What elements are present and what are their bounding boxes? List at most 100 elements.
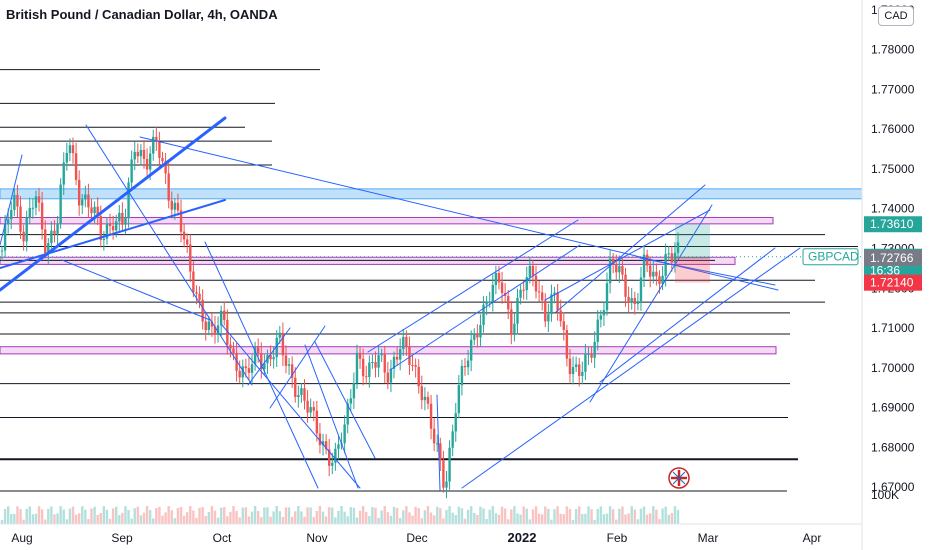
candle-body	[491, 284, 494, 302]
candle-body	[624, 274, 627, 297]
trendlines[interactable]	[0, 116, 801, 491]
volume-bar	[331, 507, 334, 524]
candle-body	[226, 320, 229, 345]
volume-bar	[201, 507, 204, 524]
volume-bar	[297, 506, 300, 524]
volume-bar	[448, 506, 451, 524]
volume-bar	[645, 514, 649, 524]
candle-body	[531, 265, 535, 276]
candle-body	[365, 376, 368, 378]
candle-body	[497, 272, 501, 283]
position-tool[interactable]	[675, 224, 710, 283]
candle-body	[664, 253, 667, 276]
trendline	[461, 247, 801, 489]
candle-body	[485, 301, 488, 305]
volume-bar	[565, 506, 569, 524]
candles	[0, 126, 680, 499]
candle-body	[383, 354, 386, 373]
volume-bar	[189, 506, 192, 524]
position-target-zone	[675, 224, 710, 258]
candle-body	[118, 212, 121, 222]
candle-body	[473, 333, 476, 340]
purple-zone	[0, 346, 777, 355]
candle-body	[99, 216, 102, 240]
volume-bar	[349, 507, 353, 524]
volume-bar	[300, 511, 303, 524]
volume-bar	[139, 515, 143, 524]
volume-bar	[550, 519, 553, 524]
volume-bar	[528, 519, 532, 524]
volume-bar	[28, 506, 31, 524]
candle-body	[198, 293, 201, 300]
volume-bar	[553, 509, 556, 524]
trendline	[269, 325, 326, 409]
candle-body	[247, 368, 251, 373]
volume-bar	[439, 508, 442, 524]
candle-body	[130, 159, 133, 183]
volume-bar	[485, 518, 488, 524]
volume-bar	[93, 506, 96, 524]
x-tick-label: Oct	[213, 531, 232, 545]
candle-body	[40, 202, 44, 230]
price-label: 1.72140	[870, 276, 914, 290]
candle-body	[627, 296, 630, 303]
trendline	[544, 209, 711, 301]
candle-body	[445, 481, 448, 488]
candle-body	[602, 310, 606, 316]
volume-bar	[10, 514, 13, 524]
candle-body	[454, 413, 457, 432]
volume-bar	[247, 516, 251, 524]
horizontal-levels[interactable]	[0, 69, 862, 492]
trendline	[304, 344, 359, 489]
candle-body	[540, 292, 544, 301]
volume-bar	[16, 506, 19, 524]
volume-bar	[578, 506, 581, 524]
volume-bar	[275, 506, 278, 524]
candle-body	[260, 353, 263, 369]
volume-bar	[34, 513, 38, 524]
candle-body	[306, 400, 309, 413]
symbol-label: GBPCAD	[808, 250, 859, 264]
volume-bar	[649, 513, 652, 524]
candle-body	[324, 441, 328, 450]
y-tick-label: 1.74000	[871, 202, 915, 216]
candle-body	[223, 310, 226, 321]
candle-body	[590, 353, 593, 358]
candle-body	[355, 352, 359, 384]
candle-body	[519, 289, 522, 298]
volume-bar	[368, 516, 371, 524]
volume-bar	[133, 508, 136, 524]
volume-bar	[392, 506, 396, 524]
volume-bar	[81, 506, 84, 524]
volume-bar	[531, 509, 535, 524]
y-tick-label: 1.76000	[871, 122, 915, 136]
volume-bar	[507, 519, 510, 524]
volume-bar	[587, 506, 590, 524]
candle-body	[22, 231, 25, 242]
price-label-box	[864, 216, 922, 233]
candle-body	[361, 358, 365, 377]
volume-bar	[195, 517, 198, 524]
x-tick-label: Dec	[406, 531, 427, 545]
candle-body	[346, 403, 349, 425]
volume-bar	[343, 511, 346, 524]
volume-bar	[503, 508, 507, 524]
trendline	[0, 154, 23, 246]
volume-bar	[152, 518, 155, 524]
volume-bar	[3, 509, 7, 524]
candle-body	[556, 292, 559, 311]
time-axis[interactable]: Aug Sep Oct Nov Dec 2022 Feb Mar Apr	[0, 523, 862, 545]
candle-body	[661, 275, 664, 284]
volume-bar	[611, 509, 615, 524]
currency-button[interactable]: CAD	[878, 6, 914, 26]
candle-body	[87, 194, 90, 208]
candle-body	[584, 354, 587, 372]
candle-body	[28, 208, 31, 219]
trendline	[599, 247, 776, 383]
volume-bar	[136, 506, 140, 524]
candle-body	[121, 212, 124, 225]
volume-bar	[173, 518, 177, 524]
volume-bar	[673, 506, 677, 524]
